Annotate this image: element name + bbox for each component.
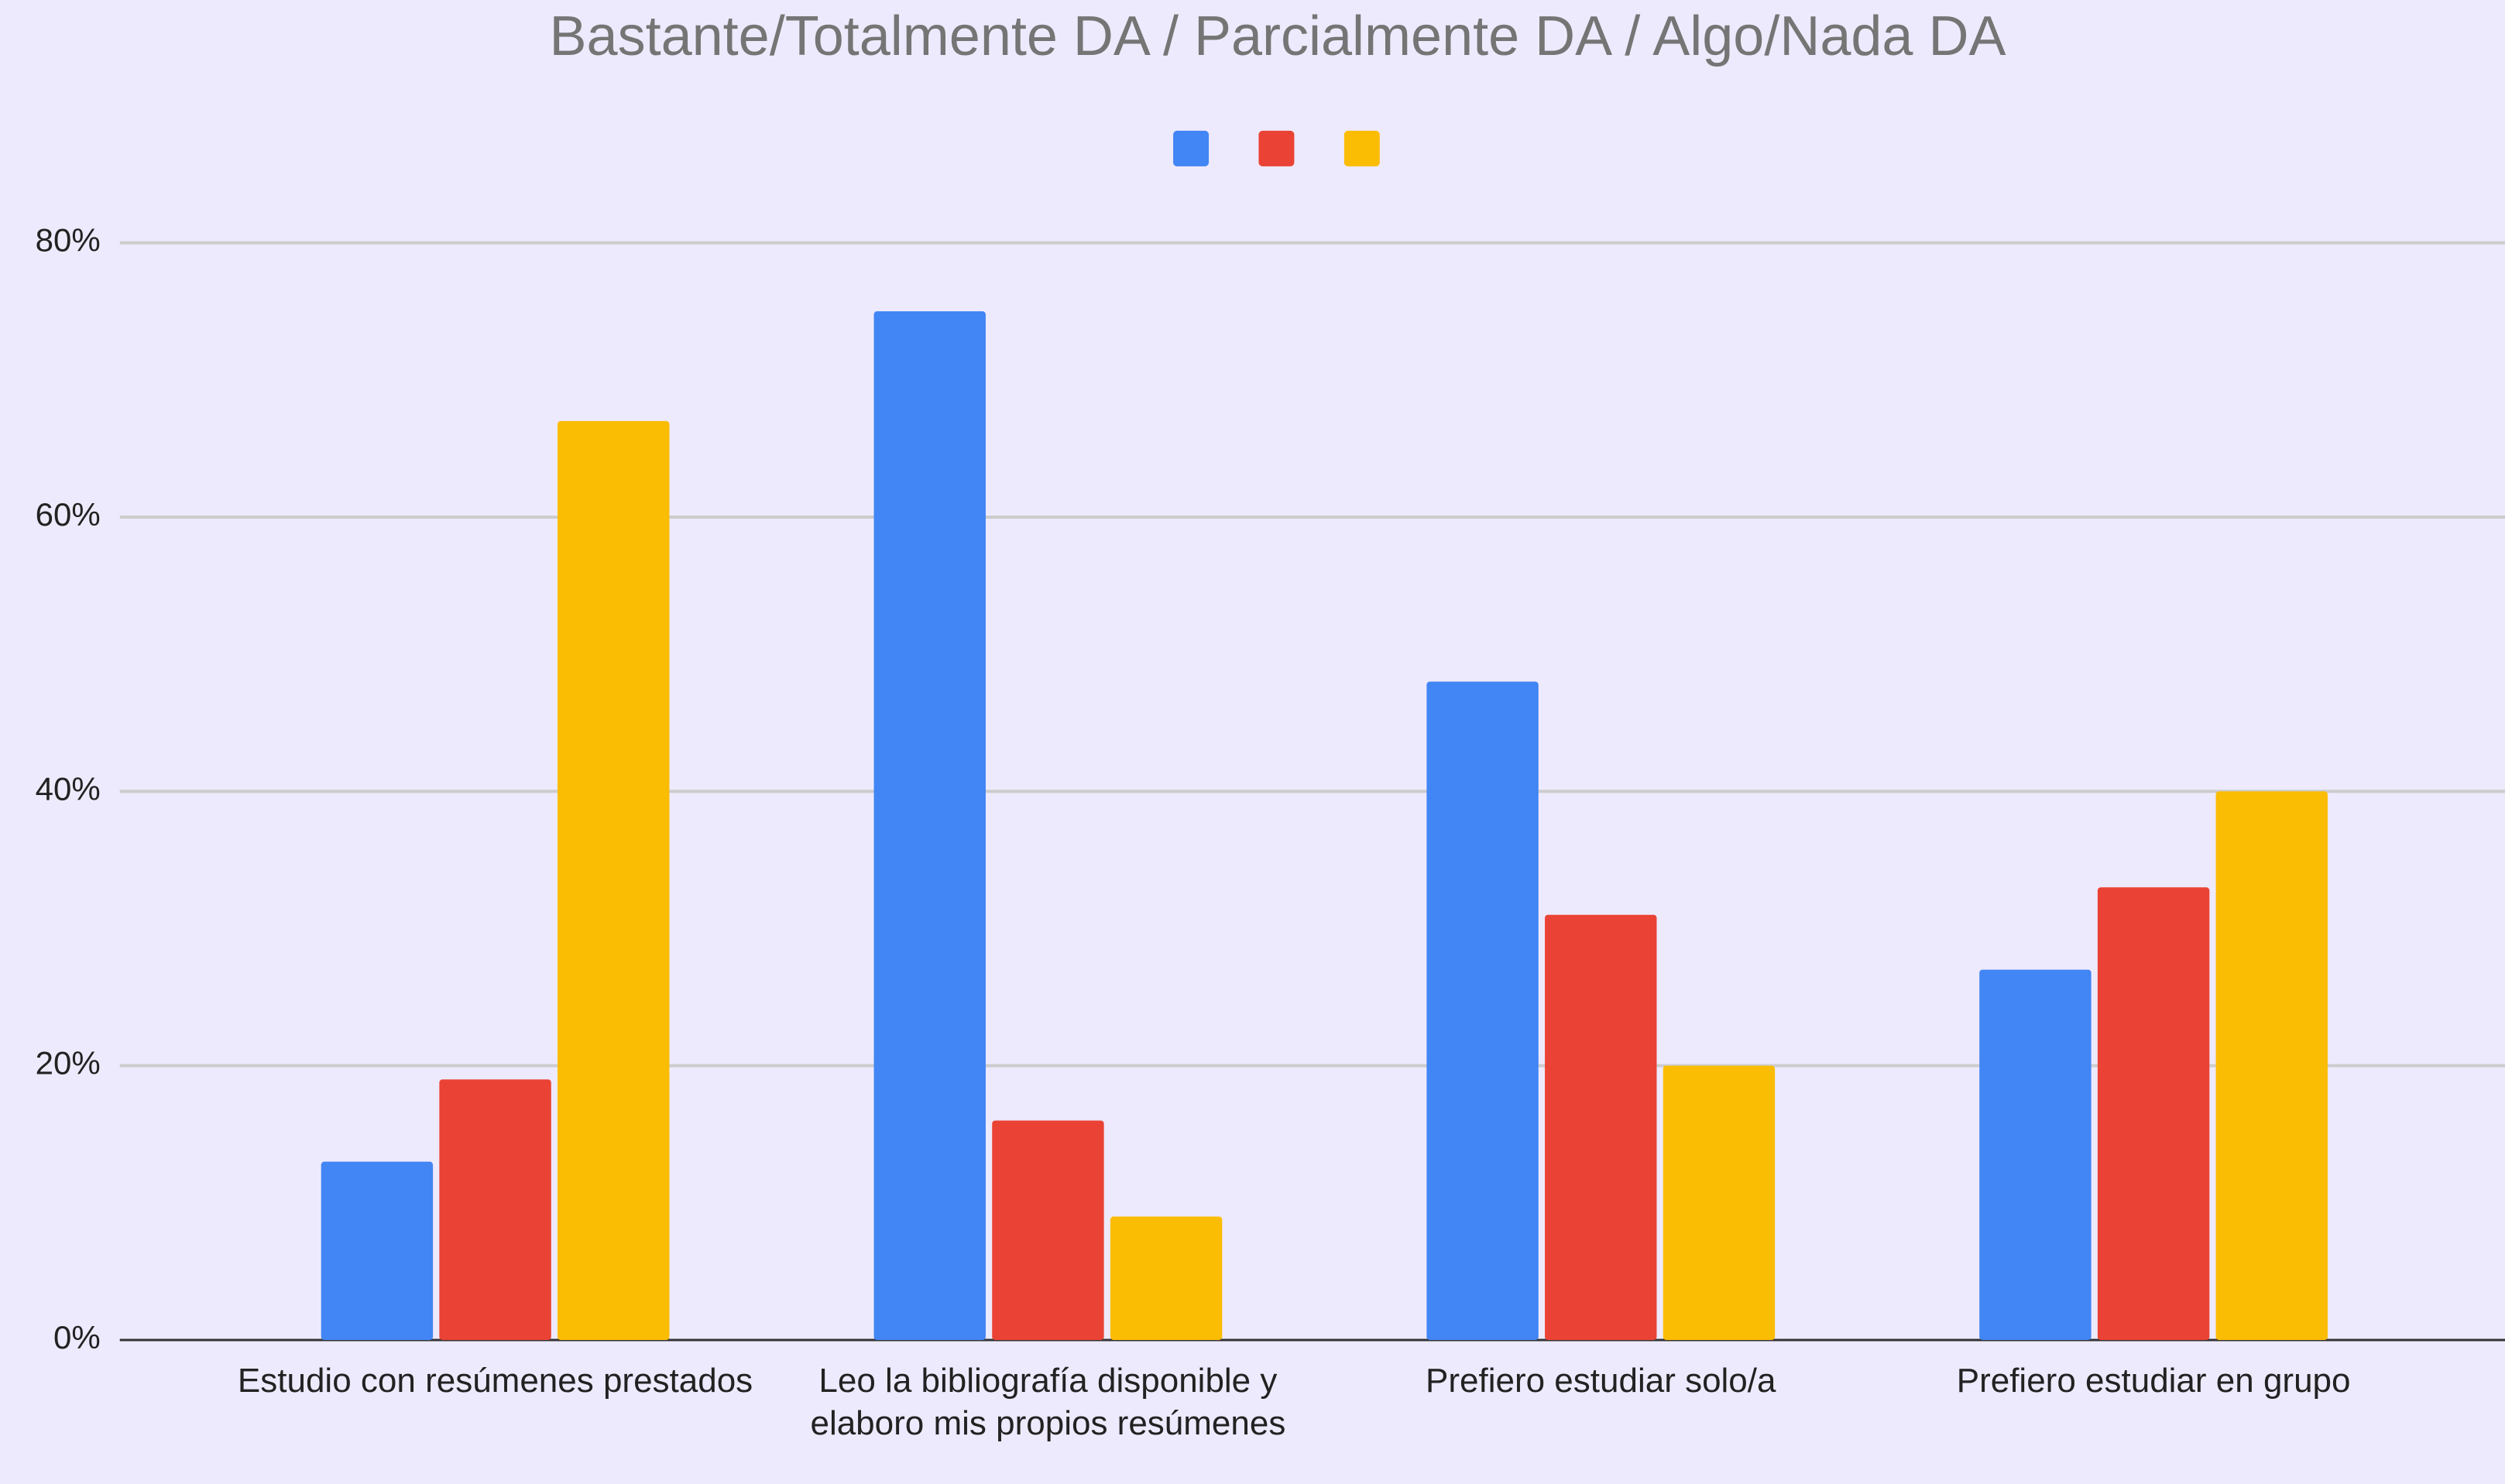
y-tick-label: 0% <box>53 1319 101 1355</box>
bar <box>1545 914 1657 1340</box>
bar <box>1663 1065 1776 1340</box>
bar <box>321 1161 434 1340</box>
x-tick-label: Estudio con resúmenes prestados <box>237 1361 753 1400</box>
bar <box>439 1079 551 1340</box>
y-tick-label: 40% <box>36 770 101 807</box>
x-tick-label: Leo la bibliografía disponible y elaboro… <box>810 1361 1286 1442</box>
legend-swatch <box>1343 130 1380 166</box>
bar <box>873 311 986 1340</box>
legend-swatch <box>1258 130 1295 166</box>
bar <box>2215 791 2328 1340</box>
legend-swatch <box>1173 130 1210 166</box>
chart-title: Bastante/Totalmente DA / Parcialmente DA… <box>550 5 2006 67</box>
bar <box>1110 1216 1223 1340</box>
y-tick-label: 60% <box>36 496 101 533</box>
x-tick-label: Prefiero estudiar solo/a <box>1426 1361 1776 1400</box>
bar <box>2097 887 2210 1340</box>
bar <box>558 420 670 1340</box>
bar <box>1979 969 2092 1340</box>
x-tick-label: Prefiero estudiar en grupo <box>1956 1361 2351 1400</box>
y-tick-label: 80% <box>36 222 101 259</box>
bar <box>1426 681 1539 1340</box>
bar <box>992 1120 1104 1340</box>
y-tick-label: 20% <box>36 1045 101 1081</box>
